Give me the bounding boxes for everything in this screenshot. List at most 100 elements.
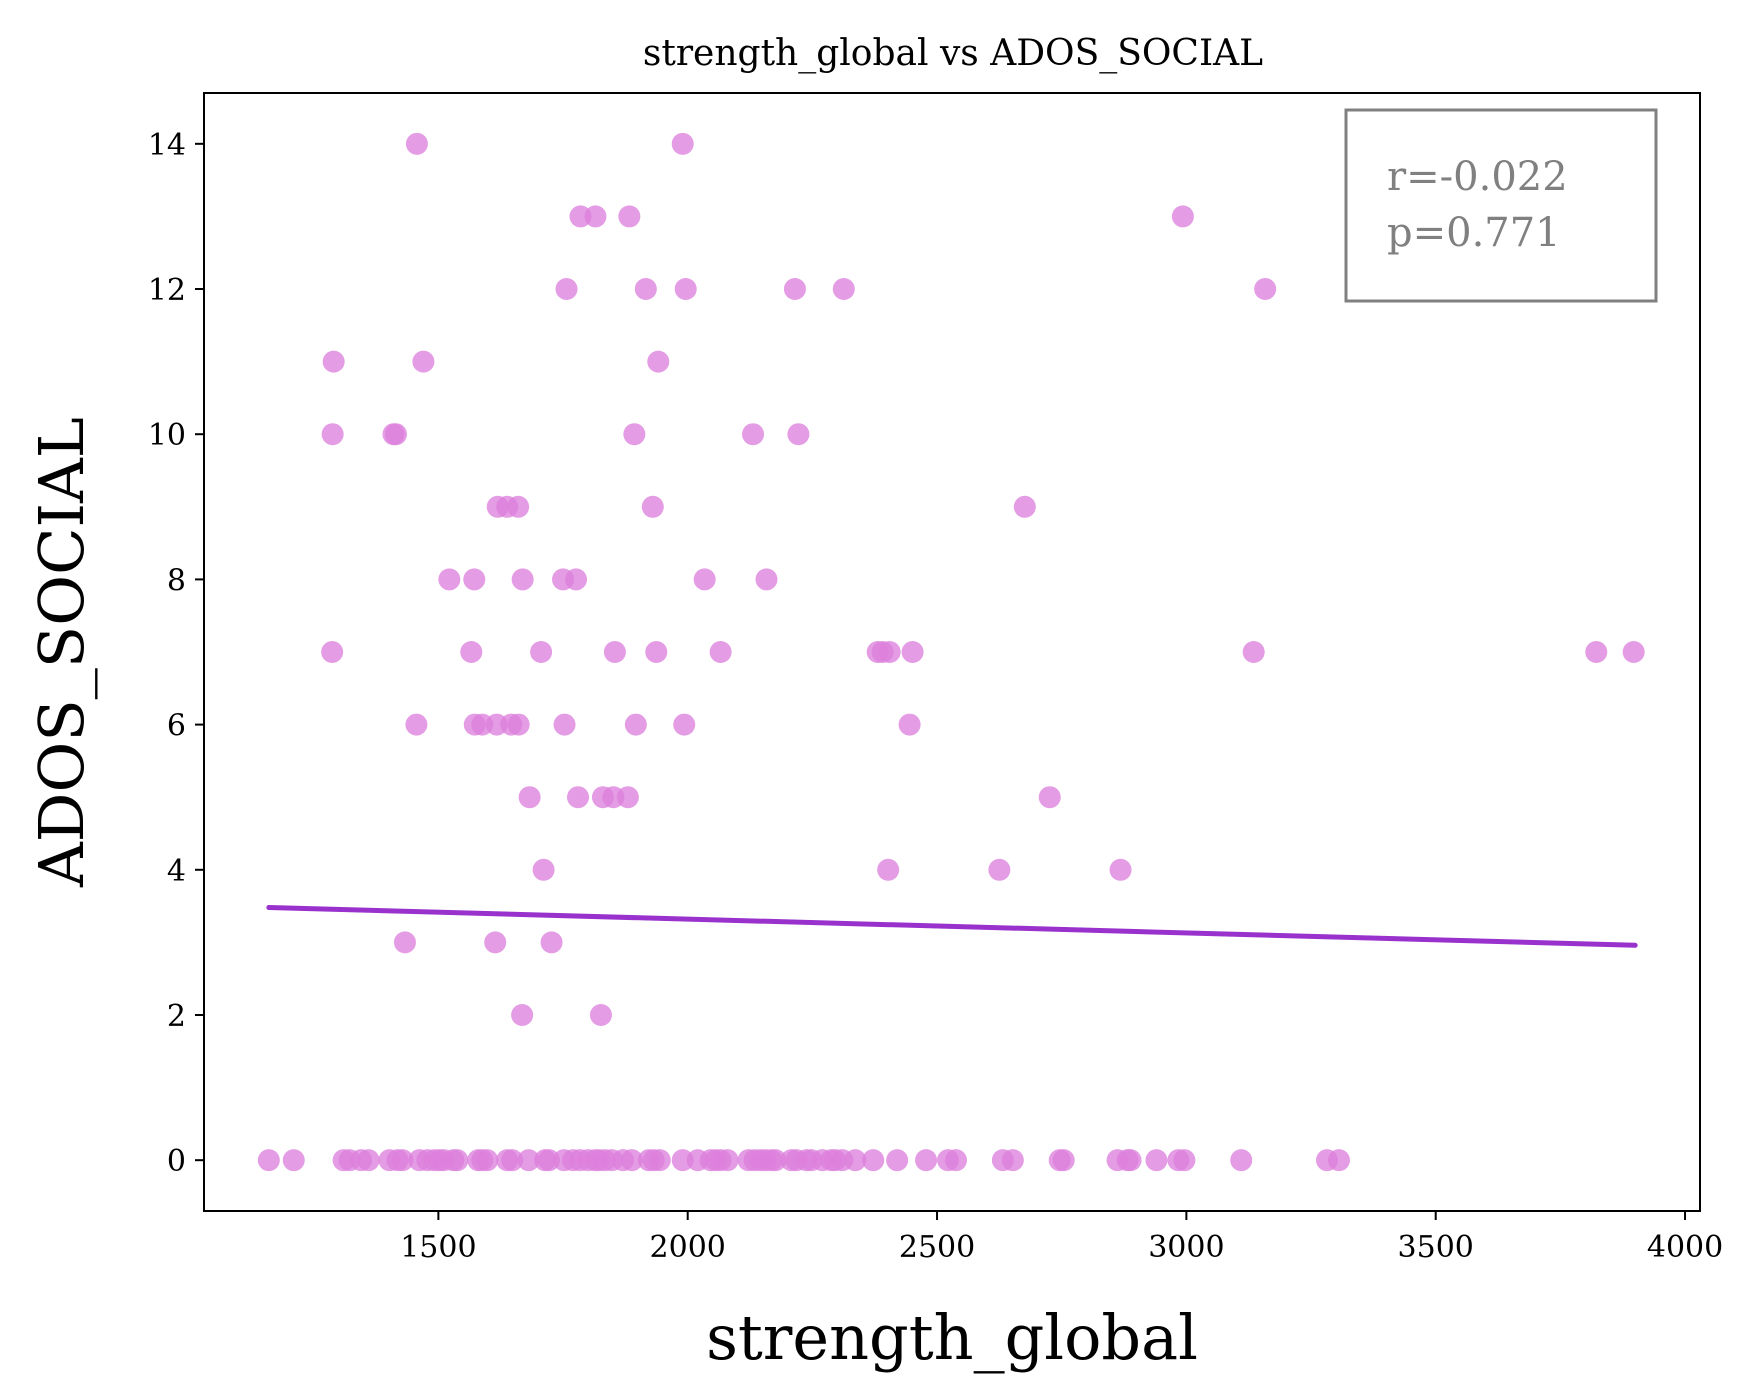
- data-point: [618, 205, 641, 228]
- data-point: [460, 641, 483, 663]
- data-point: [282, 1149, 305, 1172]
- y-tick-label: 10: [148, 418, 186, 453]
- data-point: [1109, 858, 1132, 881]
- x-tick-label: 3000: [1148, 1230, 1224, 1265]
- data-point: [1327, 1149, 1350, 1172]
- data-point: [555, 278, 578, 301]
- data-point: [634, 278, 657, 301]
- chart-title: strength_global vs ADOS_SOCIAL: [643, 33, 1263, 74]
- data-point: [257, 1149, 280, 1172]
- data-point: [507, 495, 530, 518]
- data-point: [787, 423, 810, 446]
- plot-frame: [203, 92, 1701, 1212]
- data-point: [530, 641, 553, 663]
- y-axis: 0 2 4 6 8 10 12 14: [148, 128, 204, 1179]
- data-point: [693, 568, 716, 591]
- data-point: [567, 786, 589, 809]
- data-point: [518, 786, 541, 809]
- data-point: [517, 1149, 540, 1172]
- data-point: [589, 1003, 612, 1026]
- data-point: [405, 132, 428, 155]
- data-point: [501, 1149, 524, 1172]
- data-point: [438, 568, 461, 591]
- y-axis-title: ADOS_SOCIAL: [25, 417, 98, 888]
- data-point: [384, 423, 407, 446]
- data-point: [603, 641, 626, 663]
- data-point: [1173, 1149, 1196, 1172]
- x-tick-label: 3500: [1398, 1230, 1474, 1265]
- data-point: [321, 423, 344, 446]
- data-point: [321, 641, 344, 663]
- data-point: [648, 1149, 671, 1172]
- data-point: [616, 786, 639, 809]
- data-point: [1013, 495, 1036, 518]
- data-point: [673, 713, 696, 736]
- r-value-text: r=-0.022: [1387, 154, 1568, 200]
- data-point: [647, 350, 670, 373]
- data-point: [1242, 641, 1265, 663]
- data-point: [1052, 1149, 1075, 1172]
- data-point: [511, 1003, 534, 1026]
- data-point: [1171, 205, 1194, 228]
- data-point: [1038, 786, 1061, 809]
- y-tick-label: 12: [148, 273, 186, 308]
- data-point: [764, 1149, 787, 1172]
- data-point: [553, 713, 576, 736]
- data-point: [671, 132, 694, 155]
- data-point: [584, 205, 607, 228]
- y-tick-label: 4: [167, 854, 186, 889]
- data-point: [783, 278, 806, 301]
- x-axis-title: strength_global: [706, 1301, 1198, 1374]
- data-point: [944, 1149, 967, 1172]
- data-point: [862, 1149, 885, 1172]
- trend-line: [266, 905, 1638, 948]
- data-point: [507, 713, 530, 736]
- y-tick-label: 14: [148, 128, 186, 163]
- data-point: [877, 858, 900, 881]
- data-point: [1230, 1149, 1253, 1172]
- points-layer: [257, 132, 1645, 1172]
- data-point: [878, 641, 901, 663]
- data-point: [1119, 1149, 1142, 1172]
- data-point: [832, 278, 855, 301]
- data-point: [412, 350, 435, 373]
- y-tick-label: 8: [167, 563, 186, 598]
- x-tick-label: 1500: [400, 1230, 476, 1265]
- data-point: [511, 568, 534, 591]
- x-axis: 1500 2000 2500 3000 3500 4000: [400, 1211, 1723, 1265]
- data-point: [623, 423, 646, 446]
- data-point: [915, 1149, 938, 1172]
- data-point: [1001, 1149, 1024, 1172]
- x-tick-label: 4000: [1647, 1230, 1723, 1265]
- data-point: [755, 568, 778, 591]
- data-point: [405, 713, 428, 736]
- data-point: [674, 278, 697, 301]
- data-point: [898, 713, 921, 736]
- data-point: [393, 931, 416, 954]
- data-point: [901, 641, 924, 663]
- data-point: [463, 568, 486, 591]
- data-point: [742, 423, 765, 446]
- data-point: [641, 495, 664, 518]
- data-point: [476, 1149, 499, 1172]
- data-point: [484, 931, 507, 954]
- data-point: [1254, 278, 1277, 301]
- y-tick-label: 0: [167, 1144, 186, 1179]
- x-tick-label: 2500: [899, 1230, 975, 1265]
- data-point: [540, 931, 563, 954]
- stats-box-frame: [1344, 108, 1658, 303]
- data-point: [532, 858, 555, 881]
- data-point: [1622, 641, 1645, 663]
- data-point: [446, 1149, 469, 1172]
- data-point: [844, 1149, 867, 1172]
- p-value-text: p=0.771: [1387, 210, 1561, 256]
- data-point: [645, 641, 668, 663]
- data-point: [988, 858, 1011, 881]
- data-point: [1145, 1149, 1168, 1172]
- data-point: [1585, 641, 1608, 663]
- x-tick-label: 2000: [650, 1230, 726, 1265]
- data-point: [322, 350, 345, 373]
- data-point: [565, 568, 588, 591]
- y-tick-label: 6: [167, 709, 186, 744]
